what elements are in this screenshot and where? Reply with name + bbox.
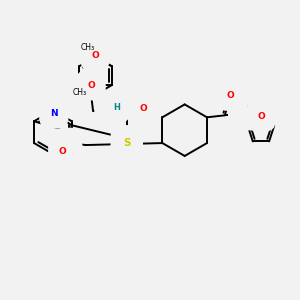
- Text: N: N: [105, 108, 113, 117]
- Text: O: O: [140, 104, 148, 113]
- Text: O: O: [91, 51, 99, 60]
- Text: O: O: [59, 148, 67, 157]
- Text: O: O: [87, 81, 95, 90]
- Text: S: S: [123, 138, 130, 148]
- Text: O: O: [257, 112, 265, 121]
- Text: H: H: [246, 105, 253, 114]
- Text: CH₃: CH₃: [81, 43, 95, 52]
- Text: CH₃: CH₃: [73, 88, 87, 97]
- Text: O: O: [227, 91, 235, 100]
- Text: N: N: [50, 109, 58, 118]
- Text: N: N: [239, 111, 247, 120]
- Text: H: H: [113, 103, 120, 112]
- Text: N: N: [64, 139, 71, 148]
